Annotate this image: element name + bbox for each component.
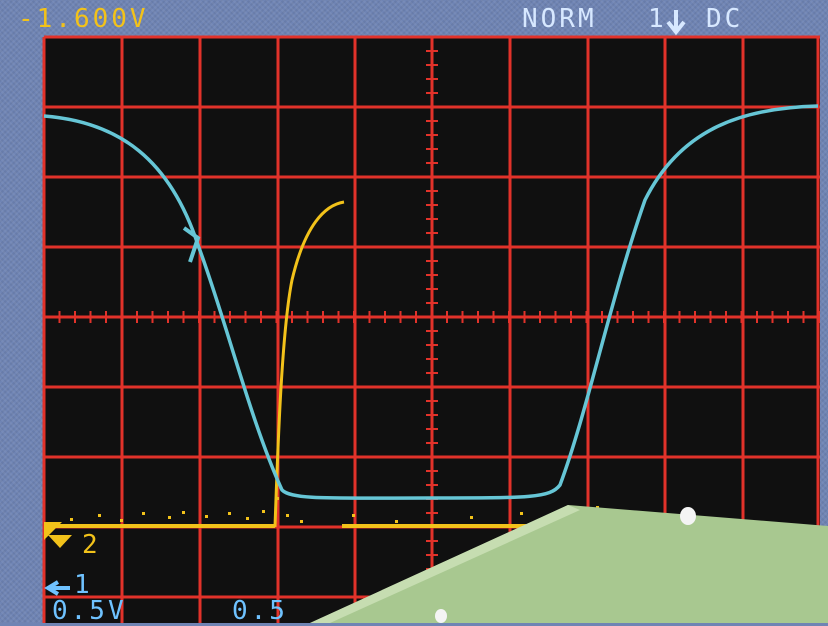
noise-dot [120,519,123,522]
trigger-mode-readout: NORM [522,4,597,34]
trigger-channel-readout: 1 [648,4,667,34]
noise-dot [352,514,355,517]
noise-dot [596,506,599,509]
noise-dot [545,519,548,522]
noise-dot [205,515,208,518]
noise-dot [470,516,473,519]
noise-dot [168,516,171,519]
noise-dot [520,512,523,515]
ch1-scale-readout: 0.5V [52,596,127,626]
ch1-trace-marker [182,226,201,263]
ch2-scale-readout: 0.5 [232,596,288,626]
ground-triangle-icon-fill [44,522,62,540]
noise-dot [395,520,398,523]
noise-dot [142,512,145,515]
ch2-trace [273,200,345,528]
noise-dot [70,518,73,521]
ch2-marker-label: 2 [82,530,101,560]
noise-dot [182,511,185,514]
noise-dot [228,512,231,515]
noise-dot [286,514,289,517]
ground-triangle-icon [48,535,72,548]
noise-dot [98,514,101,517]
noise-dot [262,510,265,513]
trigger-arrow-icon [666,10,686,36]
ch1-marker-label: 1 [74,570,93,600]
ground-arrow-icon [44,580,70,596]
noise-dot [300,520,303,523]
coupling-readout: DC [706,4,744,34]
offset-readout: -1.600V [18,4,149,34]
ch1-trace [43,104,819,500]
noise-dot [246,517,249,520]
